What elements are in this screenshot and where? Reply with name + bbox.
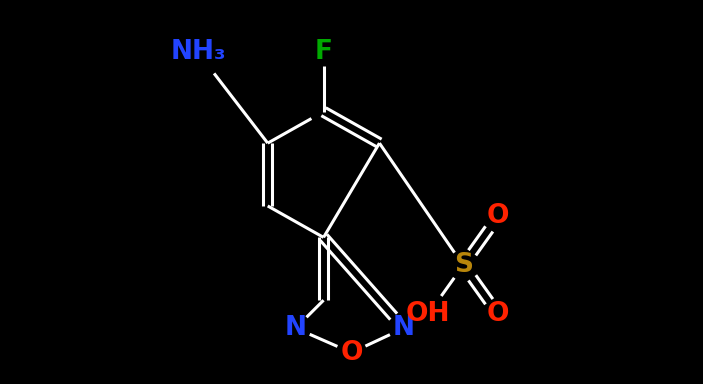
Text: OH: OH	[406, 301, 451, 327]
Text: O: O	[487, 301, 510, 327]
Text: O: O	[340, 339, 363, 366]
Text: N: N	[393, 315, 415, 341]
Text: NH₃: NH₃	[170, 40, 226, 65]
Text: N: N	[285, 315, 307, 341]
Text: S: S	[453, 252, 472, 278]
Text: F: F	[314, 40, 333, 65]
Text: O: O	[487, 204, 510, 229]
